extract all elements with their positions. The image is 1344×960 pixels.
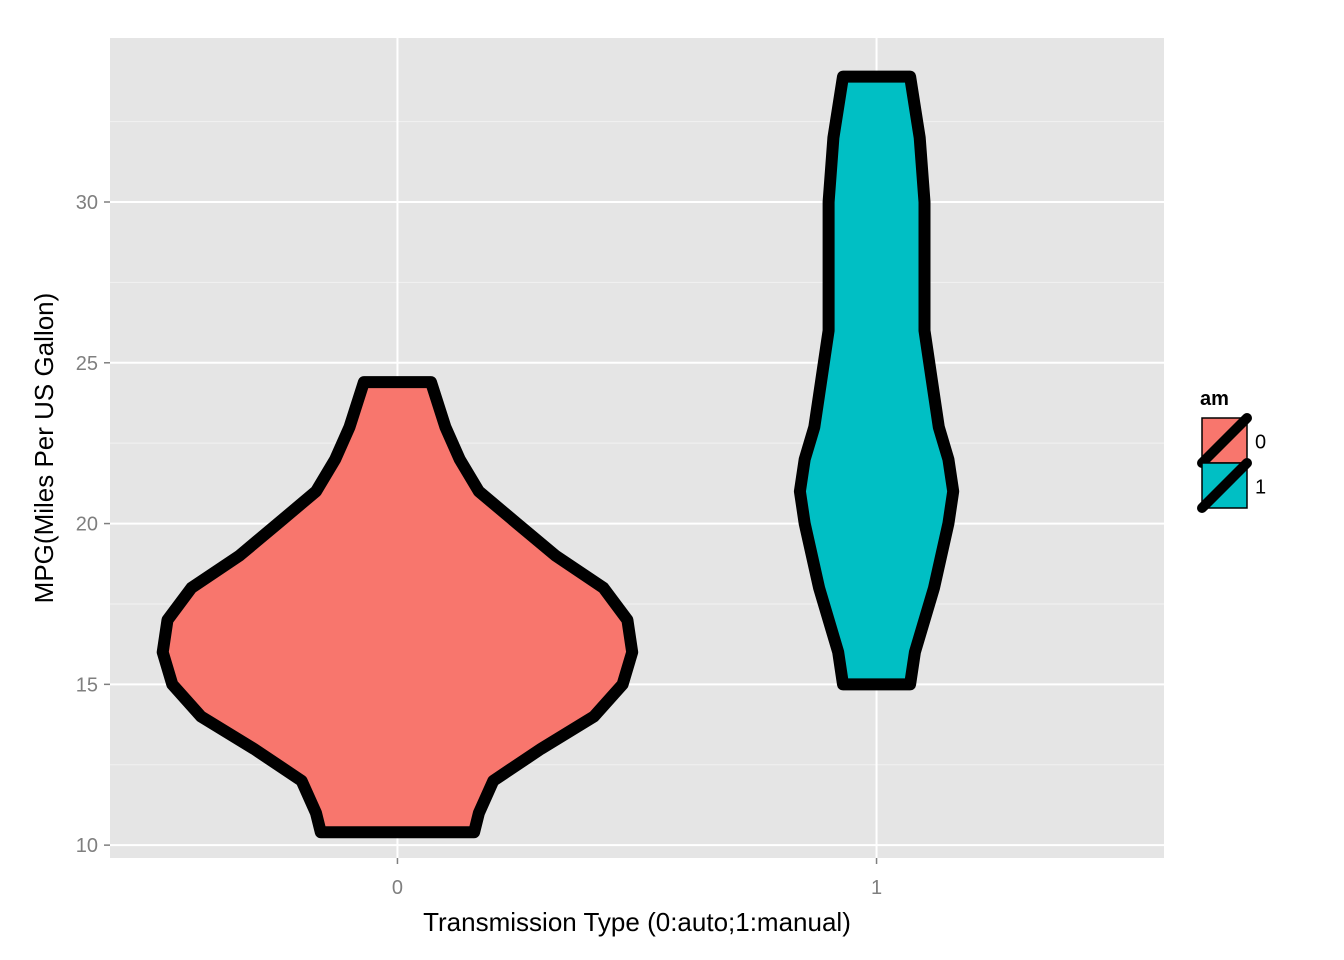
violins bbox=[156, 70, 960, 839]
legend-key-1 bbox=[1197, 458, 1252, 513]
y-axis-title: MPG(Miles Per US Gallon) bbox=[29, 293, 59, 604]
x-axis-title: Transmission Type (0:auto;1:manual) bbox=[423, 907, 851, 937]
y-tick-label: 10 bbox=[76, 835, 98, 857]
legend-key-0 bbox=[1197, 413, 1252, 468]
y-tick-label: 30 bbox=[76, 192, 98, 214]
violin-am-0 bbox=[156, 376, 639, 839]
violin-am-1 bbox=[793, 70, 960, 691]
legend: am 0 1 bbox=[1197, 388, 1266, 513]
y-tick-label: 20 bbox=[76, 514, 98, 536]
x-tick-label: 1 bbox=[871, 877, 882, 899]
y-tick-label: 15 bbox=[76, 674, 98, 696]
legend-label-0: 0 bbox=[1255, 432, 1266, 454]
x-tick-label: 0 bbox=[392, 877, 403, 899]
y-axis-ticks: 10 15 20 25 30 bbox=[76, 192, 110, 857]
legend-title: am bbox=[1200, 388, 1229, 410]
legend-label-1: 1 bbox=[1255, 477, 1266, 499]
y-tick-label: 25 bbox=[76, 353, 98, 375]
